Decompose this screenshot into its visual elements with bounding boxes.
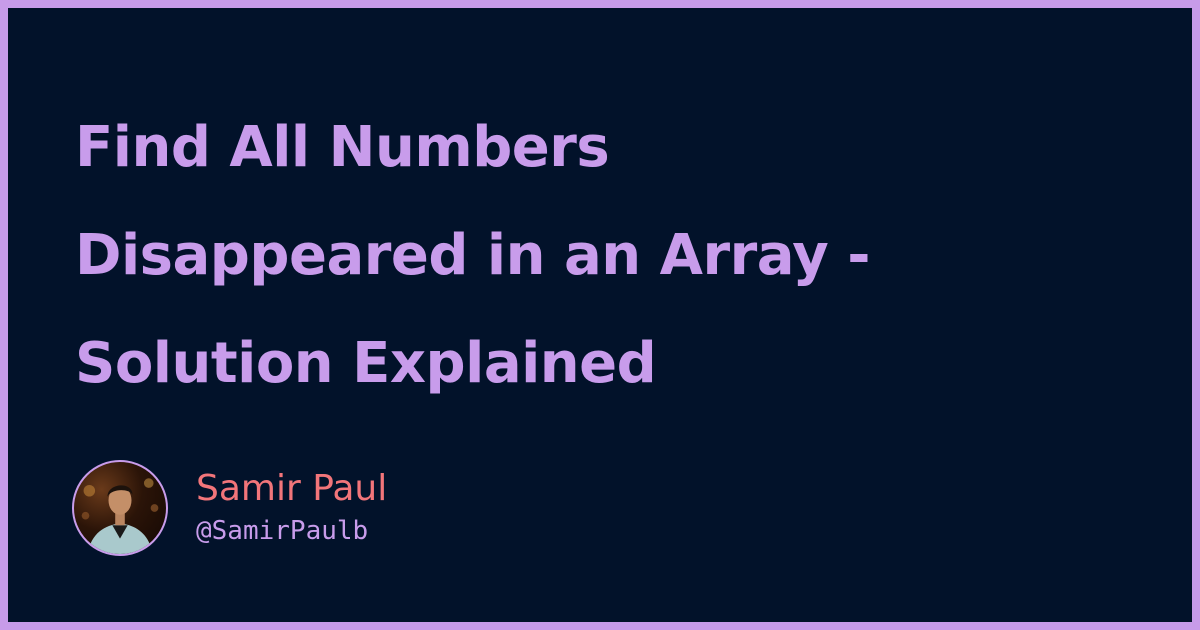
author-text: Samir Paul @SamirPaulb xyxy=(196,467,387,549)
title-line-2: Disappeared in an Array - xyxy=(75,223,871,288)
author-block: Samir Paul @SamirPaulb xyxy=(72,458,387,558)
author-photo-icon xyxy=(81,478,159,554)
avatar xyxy=(72,460,168,556)
og-card: Find All Numbers Disappeared in an Array… xyxy=(8,8,1192,622)
author-name: Samir Paul xyxy=(196,468,388,509)
title-line-3: Solution Explained xyxy=(75,331,657,396)
page-title: Find All Numbers Disappeared in an Array… xyxy=(75,94,1155,418)
author-handle: @SamirPaulb xyxy=(196,516,369,546)
title-line-1: Find All Numbers xyxy=(75,115,610,180)
